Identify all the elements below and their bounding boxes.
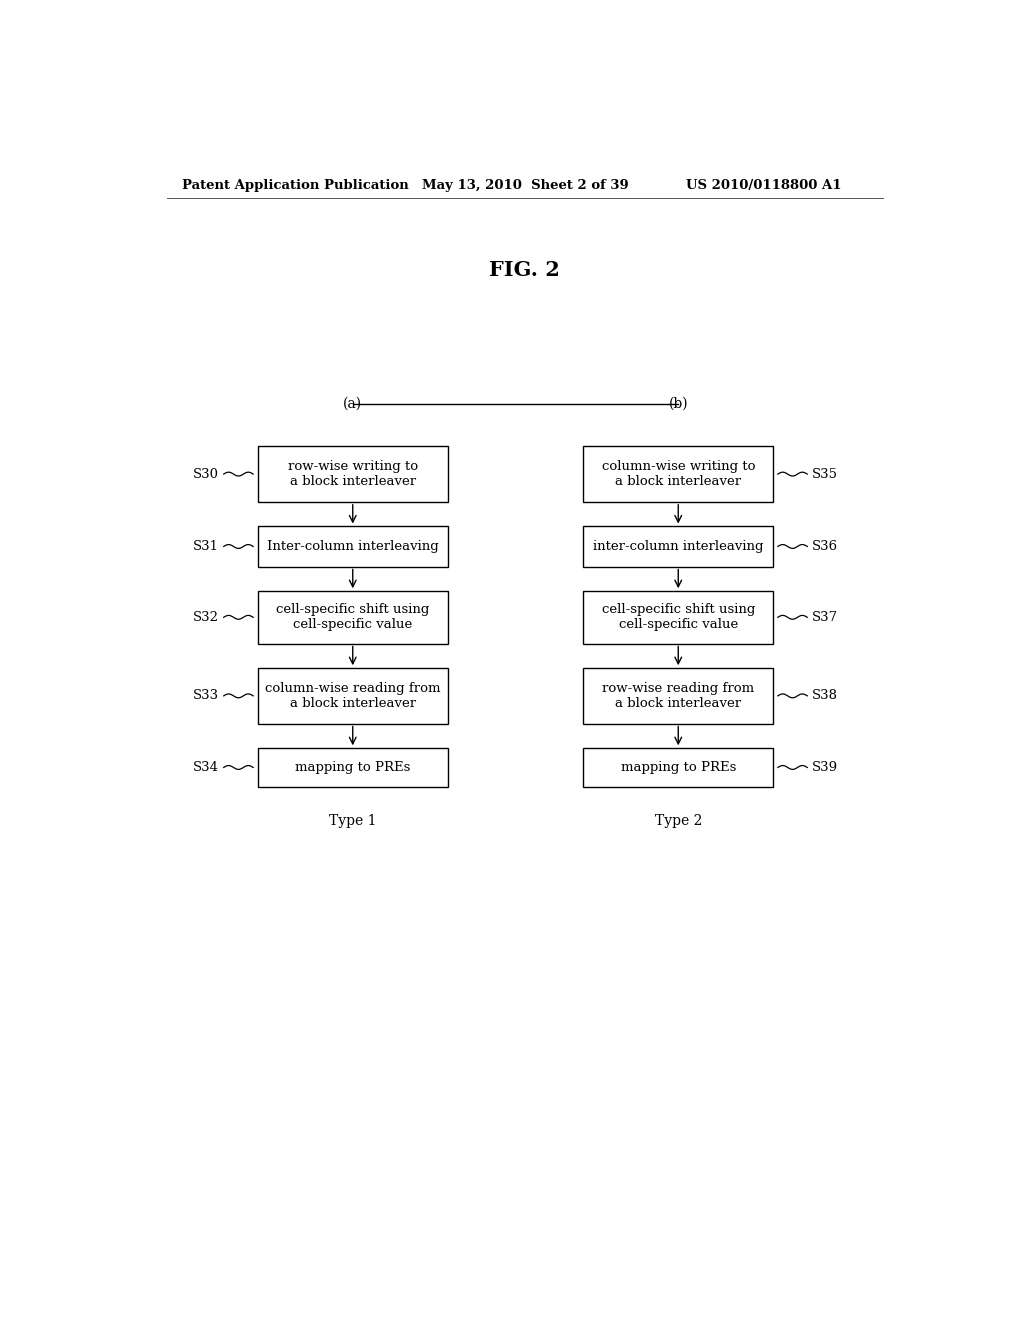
FancyBboxPatch shape	[258, 668, 447, 723]
Text: May 13, 2010  Sheet 2 of 39: May 13, 2010 Sheet 2 of 39	[423, 178, 630, 191]
Text: mapping to PREs: mapping to PREs	[621, 760, 736, 774]
FancyBboxPatch shape	[258, 748, 447, 787]
Text: row-wise reading from
a block interleaver: row-wise reading from a block interleave…	[602, 682, 755, 710]
Text: cell-specific shift using
cell-specific value: cell-specific shift using cell-specific …	[601, 603, 755, 631]
FancyBboxPatch shape	[258, 527, 447, 566]
Text: S30: S30	[194, 467, 219, 480]
FancyBboxPatch shape	[584, 446, 773, 502]
FancyBboxPatch shape	[584, 668, 773, 723]
Text: column-wise reading from
a block interleaver: column-wise reading from a block interle…	[265, 682, 440, 710]
FancyBboxPatch shape	[258, 591, 447, 644]
Text: FIG. 2: FIG. 2	[489, 260, 560, 280]
Text: row-wise writing to
a block interleaver: row-wise writing to a block interleaver	[288, 461, 418, 488]
Text: (b): (b)	[669, 397, 688, 411]
Text: S34: S34	[194, 760, 219, 774]
Text: S38: S38	[812, 689, 838, 702]
Text: cell-specific shift using
cell-specific value: cell-specific shift using cell-specific …	[276, 603, 429, 631]
Text: S31: S31	[194, 540, 219, 553]
Text: inter-column interleaving: inter-column interleaving	[593, 540, 764, 553]
Text: Type 2: Type 2	[654, 813, 701, 828]
FancyBboxPatch shape	[258, 446, 447, 502]
Text: S36: S36	[812, 540, 838, 553]
Text: US 2010/0118800 A1: US 2010/0118800 A1	[686, 178, 842, 191]
Text: S37: S37	[812, 611, 838, 624]
Text: Type 1: Type 1	[329, 813, 377, 828]
Text: Inter-column interleaving: Inter-column interleaving	[267, 540, 438, 553]
FancyBboxPatch shape	[584, 748, 773, 787]
Text: column-wise writing to
a block interleaver: column-wise writing to a block interleav…	[601, 461, 755, 488]
FancyBboxPatch shape	[584, 591, 773, 644]
Text: S33: S33	[193, 689, 219, 702]
Text: S39: S39	[812, 760, 838, 774]
FancyBboxPatch shape	[584, 527, 773, 566]
Text: mapping to PREs: mapping to PREs	[295, 760, 411, 774]
Text: S32: S32	[194, 611, 219, 624]
Text: Patent Application Publication: Patent Application Publication	[182, 178, 409, 191]
Text: S35: S35	[812, 467, 838, 480]
Text: (a): (a)	[343, 397, 362, 411]
